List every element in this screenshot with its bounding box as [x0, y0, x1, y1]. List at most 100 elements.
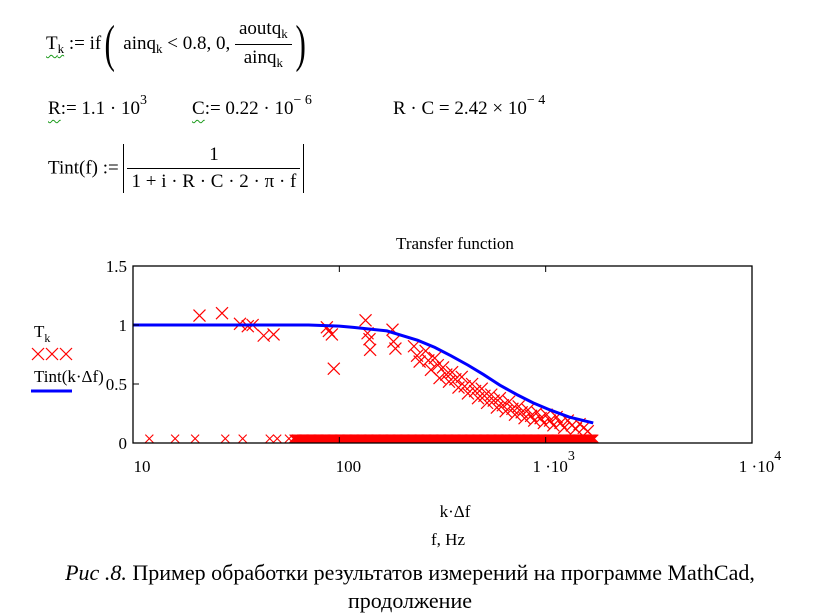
x-stroke [502, 395, 516, 409]
x-stroke [410, 349, 424, 363]
cond-sub: k [156, 40, 163, 56]
sep: , [206, 32, 212, 54]
tk-zero-point [586, 434, 596, 444]
tk-zero-point [220, 434, 230, 444]
x-stroke [419, 344, 433, 358]
x-tick-label: 1 ·103 [532, 449, 574, 476]
t-sub: k [57, 40, 65, 56]
tint-den: 1 + i · R · C · 2 · π · f [131, 171, 297, 192]
tint-lhs: Tint(f) := [48, 157, 119, 179]
x-stroke [387, 335, 400, 348]
figure-caption: Рис .8. Пример обработки результатов изм… [0, 560, 820, 586]
tk-data-point [327, 362, 341, 376]
c-exp: − 6 [293, 93, 312, 108]
x-stroke [475, 382, 489, 396]
x-stroke [31, 347, 45, 361]
y-tick-label: 0.5 [106, 375, 127, 394]
tk-data-point [436, 361, 450, 374]
y-tick-label: 1 [119, 316, 128, 335]
tk-zero-point [265, 434, 275, 444]
x-stroke [45, 347, 59, 361]
x-stroke [445, 365, 459, 379]
tk-zero-point [144, 434, 154, 444]
x-axis-units: f, Hz [431, 530, 465, 549]
c-value: := 0.22 · 10 [204, 98, 294, 119]
x-stroke [170, 434, 180, 444]
tk-data-point [468, 384, 482, 398]
tk-data-point [508, 408, 522, 422]
tk-data-point [521, 403, 535, 417]
r-value: := 1.1 · 10 [60, 98, 141, 119]
rc-exp: − 4 [526, 93, 546, 108]
x-stroke [455, 370, 469, 384]
x-stroke [543, 414, 557, 428]
tk-data-point [546, 418, 560, 432]
x-stroke [220, 434, 230, 444]
figure-caption-line2: продолжение [347, 588, 472, 613]
x-stroke [320, 320, 334, 334]
tk-zero-point [190, 434, 200, 444]
tk-zero-point [238, 434, 248, 444]
tk-data-point [419, 344, 433, 358]
x-stroke [493, 391, 507, 405]
x-stroke [546, 418, 560, 432]
x-stroke [257, 329, 271, 343]
r-exp: 3 [140, 93, 148, 108]
x-stroke [428, 351, 442, 365]
x-stroke [144, 434, 154, 444]
tk-zero-point [587, 434, 597, 444]
tk-data-point [363, 332, 376, 346]
x-stroke [386, 323, 399, 337]
zero-val: 0 [215, 32, 226, 54]
x-stroke [534, 411, 548, 425]
x-stroke [59, 347, 73, 361]
x-stroke [215, 306, 229, 320]
legend-tk-sub: k [44, 331, 50, 345]
tk-data-point [455, 370, 469, 384]
x-stroke [359, 313, 372, 327]
x-stroke [508, 408, 522, 422]
axis-ticks: 10 100 1 ·103 1 ·104 1.5 1 0.5 0 [106, 257, 781, 476]
x-stroke [363, 332, 376, 346]
legend-tk-label: Tk [34, 322, 50, 345]
tk-data-point [413, 355, 427, 369]
tk-data-point [325, 328, 339, 341]
caption-prefix: Рис .8. [65, 560, 127, 585]
x-stroke [436, 361, 450, 374]
r-variable: R [48, 98, 61, 119]
x-stroke [518, 411, 531, 425]
legend-tint-label: Tint(k·Δf) [34, 367, 104, 386]
x-stroke [458, 379, 472, 393]
legend-x-marker [31, 347, 45, 361]
close-paren: ) [295, 15, 306, 73]
x-stroke [267, 328, 280, 341]
t-name: T [46, 32, 58, 54]
formula-r-definition: R:= 1.1 · 103 [48, 93, 147, 120]
x-stroke [413, 355, 427, 369]
t-variable: Tk [46, 32, 65, 56]
x-stroke [363, 343, 377, 357]
tk-data-point [465, 377, 479, 391]
assign-op: := [68, 32, 85, 54]
x-tick-label: 100 [336, 457, 362, 476]
tk-data-point [458, 379, 472, 393]
tk-data-point [359, 313, 372, 327]
x-stroke [272, 434, 282, 444]
x-stroke [484, 388, 498, 402]
tk-zero-point [170, 434, 180, 444]
x-stroke [588, 434, 598, 444]
tk-data-point [475, 382, 489, 396]
tk-data-point [407, 339, 421, 353]
tk-data-point [363, 343, 377, 357]
ratio-fraction: aoutqk ainqk [234, 18, 292, 71]
plot-frame [132, 265, 753, 444]
x-stroke [524, 409, 538, 423]
x-stroke [431, 358, 445, 372]
x-stroke [424, 363, 438, 377]
den-var: ainq [243, 47, 277, 68]
tk-data-point [518, 411, 531, 425]
tk-data-point [387, 335, 400, 348]
sep: , [225, 32, 231, 54]
